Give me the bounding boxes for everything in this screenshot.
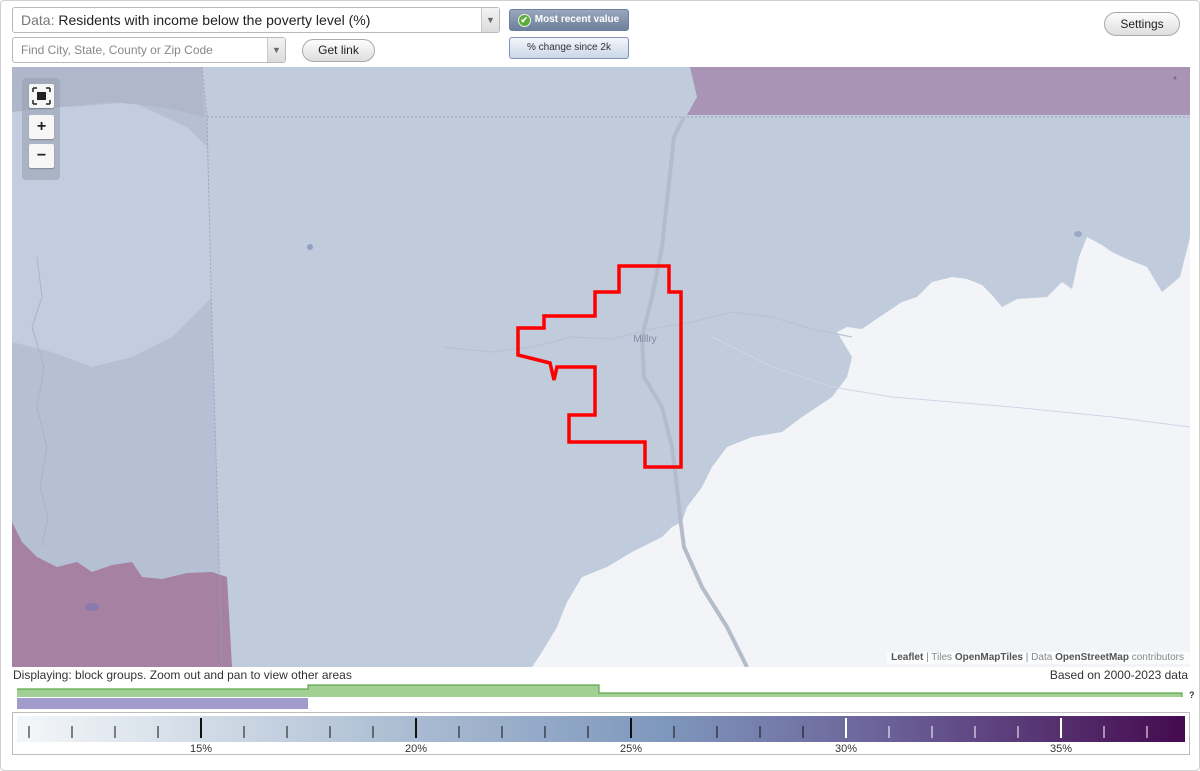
chevron-down-icon[interactable]: ▼	[267, 38, 285, 62]
water-pond	[85, 603, 99, 611]
location-search[interactable]: ▼	[12, 37, 286, 63]
water-pond	[1074, 231, 1082, 237]
data-value: Residents with income below the poverty …	[58, 12, 371, 28]
data-prefix: Data:	[21, 12, 55, 28]
region-high-southwest	[12, 522, 232, 667]
water-pond	[307, 244, 313, 250]
displaying-note: Displaying: block groups. Zoom out and p…	[13, 668, 352, 682]
most-recent-value-label: Most recent value	[534, 14, 620, 25]
legend-label-35: 35%	[1050, 743, 1072, 755]
data-select[interactable]: Data: Residents with income below the po…	[12, 7, 500, 33]
region-high-northeast	[687, 67, 1190, 115]
legend-ticks	[28, 718, 1148, 738]
timeline-line	[17, 684, 1183, 697]
location-search-input[interactable]	[13, 38, 279, 62]
check-icon: ✔	[518, 15, 530, 26]
zoom-out-button[interactable]: −	[29, 144, 54, 168]
data-select-text: Data: Residents with income below the po…	[21, 12, 370, 28]
data-range-note: Based on 2000-2023 data	[1049, 668, 1188, 682]
map-marker-dot	[1173, 76, 1177, 80]
fit-bounds-icon[interactable]	[29, 84, 54, 108]
map-view[interactable]: Millry	[12, 67, 1190, 667]
stream-west	[31, 256, 49, 548]
place-label: Millry	[633, 334, 656, 345]
percent-change-toggle[interactable]: % change since 2k	[509, 37, 629, 59]
zoom-control: + −	[22, 78, 60, 180]
get-link-button[interactable]: Get link	[302, 39, 375, 62]
settings-button[interactable]: Settings	[1104, 12, 1180, 36]
region-medium	[12, 67, 1190, 667]
timeline-slider[interactable]	[12, 684, 1190, 712]
legend-label-30: 30%	[835, 743, 857, 755]
legend-gradient	[17, 716, 1185, 742]
openmaptiles-link[interactable]: OpenMapTiles	[954, 652, 1023, 663]
road-highway	[639, 116, 749, 667]
legend-label-20: 20%	[405, 743, 427, 755]
chevron-down-icon[interactable]: ▼	[481, 8, 499, 32]
region-lower-west	[12, 97, 212, 367]
leaflet-link[interactable]: Leaflet	[891, 652, 924, 663]
zoom-in-button[interactable]: +	[29, 115, 54, 139]
openstreetmap-link[interactable]: OpenStreetMap	[1055, 652, 1129, 663]
stream-east	[711, 336, 1190, 428]
timeline-selected-range[interactable]	[17, 698, 308, 709]
map-canvas: Millry	[12, 67, 1190, 667]
legend-label-25: 25%	[620, 743, 642, 755]
most-recent-value-toggle[interactable]: ✔ Most recent value	[509, 9, 629, 31]
selected-place-boundary[interactable]	[516, 264, 683, 469]
county-border	[201, 67, 1190, 667]
map-attribution: Leaflet | Tiles OpenMapTiles | Data Open…	[887, 652, 1190, 664]
color-legend: 15% 20% 25% 30% 35%	[12, 712, 1190, 755]
region-high-northwest	[12, 67, 204, 117]
timeline-help[interactable]: ?	[1189, 690, 1195, 700]
legend-label-15: 15%	[190, 743, 212, 755]
